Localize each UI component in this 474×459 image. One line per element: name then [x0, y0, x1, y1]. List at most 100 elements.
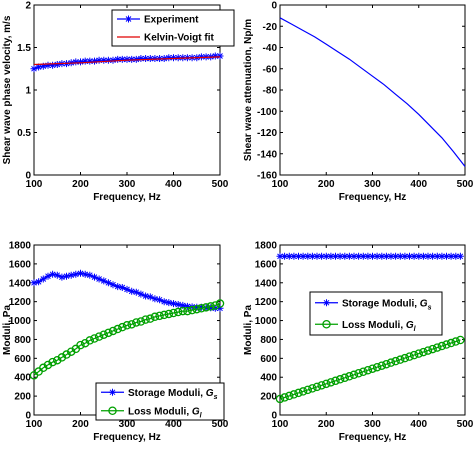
- data-point: [392, 252, 400, 260]
- legend-name: Experiment: [144, 15, 199, 26]
- data-point: [318, 252, 326, 260]
- y-tick-label: 1000: [255, 316, 278, 327]
- legend-label: Kelvin-Voigt fit: [144, 33, 214, 44]
- data-point: [99, 330, 109, 339]
- x-axis-label: Frequency, Hz: [339, 192, 407, 203]
- data-point: [364, 252, 372, 260]
- data-point: [109, 56, 117, 64]
- data-point: [299, 252, 307, 260]
- series-1: [279, 17, 466, 167]
- legend-name: Storage Moduli,: [342, 298, 420, 309]
- data-point: [39, 363, 48, 373]
- y-tick-label: 0: [271, 1, 277, 12]
- data-point: [123, 55, 131, 63]
- y-tick-label: 400: [260, 373, 277, 384]
- data-point: [156, 296, 164, 304]
- data-point: [95, 56, 103, 64]
- data-point: [132, 318, 141, 327]
- data-point: [104, 328, 113, 338]
- data-point: [280, 393, 289, 402]
- legend-box: [95, 382, 225, 421]
- data-point: [80, 338, 90, 348]
- data-point: [372, 362, 382, 372]
- data-point: [298, 387, 308, 396]
- legend-label: Loss Moduli, Gl: [128, 406, 203, 419]
- data-point: [81, 270, 89, 278]
- data-point: [304, 252, 312, 260]
- legend-label: Storage Moduli, Gs: [342, 298, 432, 311]
- data-point: [382, 252, 390, 260]
- data-point: [128, 55, 136, 63]
- x-tick-label: 400: [410, 419, 427, 430]
- data-point: [201, 303, 211, 312]
- data-point: [321, 379, 331, 389]
- y-tick-label: -140: [257, 149, 277, 160]
- legend-label: Storage Moduli, Gs: [128, 388, 218, 401]
- legend-label: Experiment: [144, 15, 199, 26]
- series-1: [30, 269, 224, 312]
- data-point: [30, 65, 38, 73]
- y-tick-label: -80: [263, 86, 278, 97]
- x-tick-label: 200: [318, 179, 335, 190]
- data-point: [108, 326, 118, 336]
- legend-name: Kelvin-Voigt fit: [144, 33, 214, 44]
- y-tick-label: 1400: [9, 278, 32, 289]
- x-tick-label: 100: [272, 179, 289, 190]
- data-point: [48, 357, 57, 367]
- data-point: [215, 299, 225, 308]
- data-point: [289, 390, 299, 399]
- data-point: [326, 378, 336, 387]
- x-tick-label: 500: [457, 419, 474, 430]
- data-point: [414, 349, 423, 358]
- y-tick-label: 1000: [9, 316, 32, 327]
- data-point: [63, 272, 70, 280]
- chart-panel-2: 100 200 300 400 500 0 -20 -40 -60 -80 -100 -120 -140…: [243, 1, 474, 204]
- legend-symbol: G: [206, 388, 214, 399]
- legend-subscript: s: [428, 304, 432, 311]
- x-tick-label: 100: [26, 419, 43, 430]
- data-point: [368, 364, 377, 373]
- data-point: [355, 252, 363, 260]
- data-point: [90, 334, 99, 343]
- data-point: [53, 271, 61, 279]
- data-point: [43, 360, 53, 370]
- data-point: [363, 365, 373, 375]
- data-point: [192, 304, 201, 314]
- data-point: [39, 62, 47, 70]
- data-point: [179, 301, 187, 309]
- y-tick-label: -40: [263, 43, 278, 54]
- data-point: [128, 287, 136, 295]
- y-axis-label: Moduli, Pa: [2, 305, 13, 355]
- x-axis-label: Frequency, Hz: [93, 432, 161, 443]
- x-tick-label: 500: [212, 419, 229, 430]
- y-tick-label: 2: [25, 1, 31, 12]
- legend-marker: [125, 15, 132, 23]
- data-point: [358, 367, 368, 376]
- y-tick-label: 0.5: [17, 128, 31, 139]
- data-point: [294, 388, 303, 398]
- data-point: [322, 252, 330, 260]
- y-tick-label: 0: [25, 171, 31, 182]
- data-point: [49, 270, 57, 278]
- data-point: [317, 381, 326, 390]
- x-tick-label: 500: [457, 179, 474, 190]
- series-line: [279, 339, 461, 400]
- data-point: [57, 353, 67, 362]
- data-point: [104, 279, 112, 287]
- data-point: [369, 252, 376, 260]
- x-tick-label: 300: [364, 179, 381, 190]
- legend-box: [111, 9, 235, 47]
- data-point: [94, 332, 104, 341]
- data-point: [350, 252, 358, 260]
- data-point: [193, 303, 201, 311]
- data-point: [206, 302, 215, 311]
- x-axis-label: Frequency, Hz: [93, 192, 161, 203]
- y-tick-label: 1600: [9, 259, 32, 270]
- x-tick-label: 100: [26, 179, 43, 190]
- y-tick-label: 0: [271, 411, 277, 422]
- x-tick-label: 400: [165, 179, 182, 190]
- data-point: [77, 269, 84, 277]
- data-point: [341, 252, 349, 260]
- data-point: [452, 252, 460, 260]
- y-tick-label: 1: [25, 86, 31, 97]
